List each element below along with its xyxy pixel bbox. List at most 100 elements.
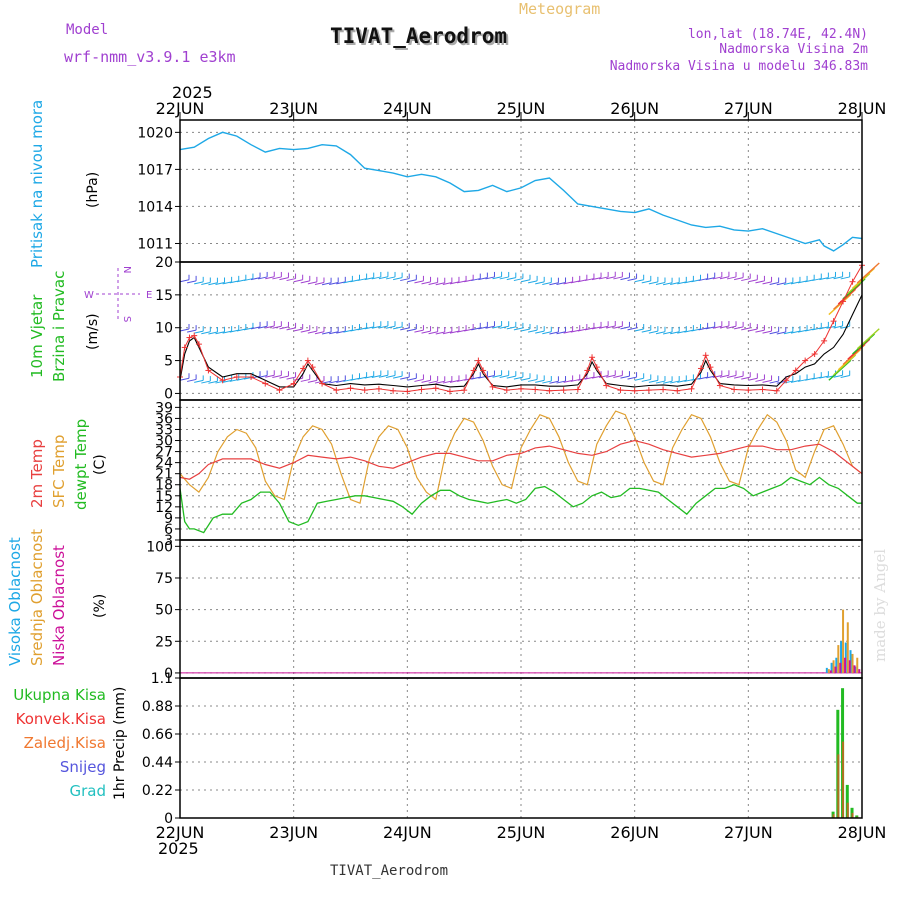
wind-barb: [762, 330, 772, 334]
wind-barb: [314, 281, 325, 285]
wind-barb: [520, 328, 531, 332]
cloud-bar: [839, 662, 842, 673]
pressure-unit: (hPa): [85, 172, 101, 208]
y-tick-label: 0.44: [142, 755, 173, 771]
altitude-label: Nadmorska Visina 2m: [719, 42, 868, 57]
precip-legend-item: Zaledj.Kisa: [24, 734, 106, 752]
wind-barb: [712, 375, 722, 379]
cloud-bar: [837, 645, 840, 673]
wind-barb: [435, 380, 445, 384]
wind-speed-line: [179, 294, 863, 388]
wind-panel: 0 5 10 15 20: [155, 255, 880, 402]
wind-barb: [819, 277, 829, 281]
wind-barb: [535, 330, 545, 334]
y-tick-label: 50: [155, 603, 173, 619]
wind-barb: [655, 380, 666, 384]
wind-barb: [840, 325, 850, 329]
pressure-panel: 1011 1014 1017 1020: [137, 125, 863, 252]
y-tick-label: 1017: [137, 162, 173, 178]
cloud-bar: [853, 665, 856, 673]
wind-barb: [783, 331, 793, 335]
precip-panel: 0 0.22 0.44 0.66 0.88 1.1: [142, 671, 859, 827]
wind-barb: [400, 278, 410, 282]
cloud-bar: [856, 657, 859, 673]
wind-barb: [542, 380, 552, 384]
wind-barb: [300, 329, 310, 333]
wind-barb: [741, 376, 751, 380]
wind-barb: [833, 325, 843, 329]
wind-barb: [563, 330, 573, 334]
wind-barb: [634, 279, 644, 283]
grid-layer: [180, 120, 862, 818]
wind-barb: [393, 375, 403, 379]
cloud-bar: [848, 660, 851, 673]
precip-legend-item: Snijeg: [60, 758, 106, 776]
precip-bar-total: [850, 807, 854, 818]
wind-barb: [726, 325, 737, 329]
wind-barb: [606, 374, 616, 378]
y-tick-label: 0.88: [142, 699, 173, 715]
wind-barb: [606, 325, 616, 329]
wind-barb: [250, 326, 261, 330]
wind-barb: [769, 331, 779, 335]
bottom-day-label: 27JUN: [724, 823, 773, 842]
wind-barb: [527, 280, 538, 284]
wind-barb: [812, 327, 822, 331]
precip-legend-item: Grad: [69, 782, 106, 800]
wind-barb: [336, 379, 346, 383]
wind-barb: [329, 281, 339, 285]
wind-barb: [208, 380, 218, 384]
wind-barb: [620, 277, 630, 281]
strong-wind-barb: [847, 273, 871, 295]
y-tick-label: 0: [164, 386, 173, 402]
dewpoint-line: [179, 476, 862, 534]
wind-barb: [698, 278, 708, 282]
wind-barb: [840, 375, 850, 379]
cloud-bar: [827, 669, 830, 673]
wind-barb: [478, 277, 488, 281]
wind-barb: [677, 330, 687, 334]
wind-barb: [371, 276, 381, 280]
wind-barb: [286, 376, 296, 380]
strong-wind-barb: [833, 354, 857, 376]
wind-barb: [385, 325, 396, 329]
strong-wind-barb: [856, 328, 880, 350]
wind-barb: [662, 282, 673, 286]
year-label-bottom: 2025: [158, 839, 199, 858]
wind-barb: [584, 278, 595, 282]
wind-barb: [371, 375, 381, 379]
wind-barb: [215, 331, 225, 335]
compass-w: W: [84, 290, 94, 301]
wind-barb: [520, 279, 531, 283]
wind-barb: [307, 330, 317, 334]
wind-barb: [613, 325, 623, 329]
sfc-temp-line: [179, 410, 863, 505]
t2m-line: [179, 439, 863, 480]
wind-barb: [748, 377, 758, 381]
wind-barb: [698, 376, 708, 380]
wind-barb: [208, 331, 218, 335]
bottom-day-label: 28JUN: [838, 823, 887, 842]
wind-barb: [492, 374, 502, 378]
wind-barb: [393, 326, 403, 330]
cloud-bar: [835, 657, 838, 673]
wind-barb: [258, 325, 268, 329]
strong-wind-barb: [828, 359, 852, 381]
wind-barb: [435, 282, 445, 286]
bottom-day-labels: 22JUN 23JUN 24JUN 25JUN 26JUN 27JUN 28JUN: [156, 823, 887, 842]
wind-barb: [471, 376, 481, 380]
wind-barb: [286, 327, 296, 331]
compass-e: E: [146, 290, 152, 301]
wind-barb: [563, 379, 573, 383]
wind-barb: [329, 380, 339, 384]
wind-barb: [549, 380, 559, 384]
wind-barb: [201, 331, 211, 335]
wind-barb: [428, 380, 438, 384]
wind-barb: [201, 380, 211, 384]
wind-barb: [499, 375, 509, 379]
wind-barb: [613, 276, 623, 280]
wind-barb: [648, 330, 658, 334]
y-tick-label: 1011: [137, 236, 173, 252]
wind-barb: [705, 375, 715, 379]
